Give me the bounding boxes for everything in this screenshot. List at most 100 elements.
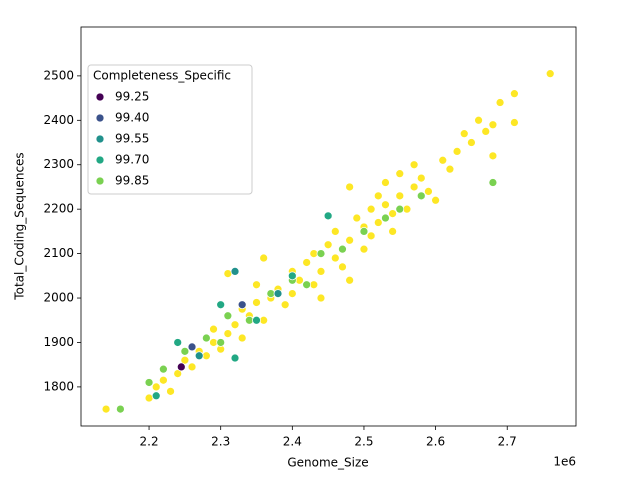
point: [467, 138, 476, 147]
point: [144, 393, 154, 403]
x-offset-label: 1e6: [553, 455, 576, 469]
point: [144, 378, 154, 387]
point: [373, 191, 383, 201]
point: [180, 355, 190, 365]
point: [481, 127, 491, 136]
x-tick-label: 2.4: [283, 435, 302, 449]
point: [381, 178, 390, 187]
point: [388, 227, 397, 236]
point: [488, 151, 498, 161]
legend-label: 99.85: [115, 174, 149, 188]
point: [216, 338, 226, 347]
x-tick-label: 2.5: [354, 435, 373, 449]
point: [173, 338, 183, 347]
point: [409, 182, 419, 192]
point: [316, 293, 326, 303]
point: [330, 227, 340, 236]
point: [416, 173, 426, 183]
point: [173, 369, 183, 378]
point: [416, 191, 426, 201]
x-tick-label: 2.7: [498, 435, 517, 449]
point: [259, 253, 269, 263]
point: [252, 298, 261, 307]
point: [316, 267, 326, 276]
point: [151, 382, 161, 392]
point: [230, 320, 240, 330]
point: [230, 353, 240, 363]
point: [187, 342, 197, 352]
point: [180, 346, 190, 356]
point: [488, 120, 498, 130]
legend-marker: [95, 176, 105, 186]
y-tick-label: 2300: [43, 157, 74, 171]
point: [395, 204, 405, 214]
point: [116, 404, 125, 414]
legend-label: 99.40: [115, 111, 149, 125]
point: [209, 324, 218, 334]
point: [409, 160, 419, 170]
point: [237, 300, 247, 310]
point: [488, 178, 498, 187]
point: [330, 253, 340, 263]
point: [459, 129, 469, 139]
point: [424, 187, 433, 196]
point: [366, 204, 376, 214]
point: [230, 267, 240, 276]
point: [545, 69, 555, 79]
point: [359, 244, 369, 254]
y-tick-label: 1900: [43, 335, 74, 349]
point: [431, 195, 440, 205]
point: [495, 98, 505, 107]
point: [338, 244, 347, 254]
point: [151, 391, 161, 401]
point: [316, 249, 326, 258]
point: [176, 362, 186, 372]
point: [302, 280, 312, 290]
point: [510, 89, 519, 99]
x-axis-label: Genome_Size: [287, 456, 368, 470]
point: [252, 315, 261, 325]
point: [345, 182, 355, 192]
legend-title: Completeness_Specific: [93, 69, 231, 83]
point: [381, 213, 390, 223]
point: [388, 209, 397, 218]
point: [474, 115, 483, 125]
legend-label: 99.25: [115, 90, 149, 104]
point: [194, 351, 204, 361]
plot-frame: [80, 26, 577, 427]
legend-marker: [95, 155, 105, 165]
point: [366, 231, 376, 241]
point: [280, 300, 290, 310]
point: [273, 289, 283, 298]
y-tick-label: 2100: [43, 246, 74, 260]
point: [395, 169, 405, 179]
y-tick-label: 2500: [43, 68, 74, 82]
y-axis-label: Total_Coding_Sequences: [13, 152, 27, 300]
point: [287, 271, 297, 281]
point: [345, 275, 355, 285]
x-tick-label: 2.2: [140, 435, 159, 449]
point: [287, 289, 297, 298]
point: [159, 364, 168, 374]
point: [510, 118, 519, 127]
point: [452, 147, 462, 156]
point: [338, 262, 347, 272]
point: [223, 311, 233, 321]
point: [223, 329, 233, 338]
point: [252, 280, 261, 290]
point: [359, 227, 369, 236]
point: [373, 218, 383, 227]
legend-box: [87, 64, 253, 195]
point: [352, 213, 362, 223]
point: [302, 258, 312, 267]
point: [101, 404, 111, 414]
y-tick-label: 2000: [43, 291, 74, 305]
point: [381, 200, 390, 210]
point: [166, 386, 175, 396]
x-tick-label: 2.6: [426, 435, 445, 449]
point: [323, 211, 333, 221]
legend-marker: [95, 113, 105, 123]
point: [345, 235, 355, 245]
point: [438, 155, 448, 165]
